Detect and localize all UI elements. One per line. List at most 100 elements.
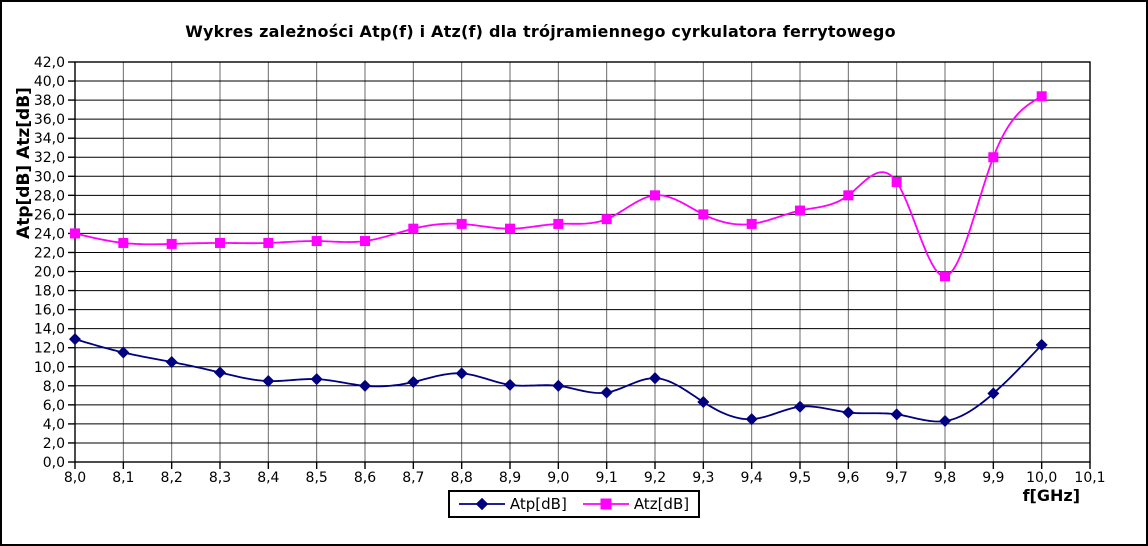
data-point-marker: [262, 375, 275, 388]
data-point-marker: [650, 190, 660, 201]
atp-series-line-marker-icon: [458, 498, 505, 510]
legend-marker-square-icon: [600, 498, 612, 510]
data-point-marker: [360, 236, 370, 247]
data-point-marker: [311, 236, 322, 247]
x-tick-label: 9,3: [692, 470, 714, 486]
atz-series-line-marker-icon: [582, 498, 629, 510]
y-tick-label: 22,0: [34, 245, 65, 261]
x-tick-label: 8,5: [306, 470, 328, 486]
x-tick-label: 8,9: [499, 470, 521, 486]
data-point-marker: [793, 400, 807, 413]
y-tick-label: 28,0: [34, 188, 65, 204]
y-tick-label: 36,0: [34, 112, 65, 128]
data-point-marker: [938, 415, 952, 428]
legend-item-atz: Atz[dB]: [582, 495, 690, 513]
y-tick-label: 38,0: [34, 93, 65, 109]
y-tick-label: 24,0: [34, 226, 65, 242]
y-tick-label: 6,0: [43, 398, 65, 414]
legend-label-atz: Atz[dB]: [633, 495, 690, 513]
x-tick-label: 10,1: [1074, 470, 1105, 486]
data-point-marker: [165, 355, 178, 369]
x-tick-label: 8,0: [64, 470, 86, 486]
y-tick-label: 0,0: [43, 455, 65, 471]
data-point-marker: [166, 238, 177, 249]
data-point-marker: [843, 190, 854, 201]
x-tick-label: 9,5: [789, 470, 811, 486]
x-tick-label: 9,0: [547, 470, 569, 486]
data-point-marker: [698, 209, 709, 220]
y-tick-label: 42,0: [34, 55, 65, 71]
data-point-marker: [70, 228, 80, 239]
data-point-marker: [600, 386, 613, 399]
data-point-marker: [505, 223, 515, 234]
x-tick-label: 9,6: [837, 470, 859, 486]
x-tick-label: 9,7: [886, 470, 908, 486]
data-point-marker: [68, 333, 82, 346]
y-tick-label: 16,0: [34, 303, 65, 319]
data-point-marker: [1036, 91, 1047, 102]
data-point-marker: [842, 406, 855, 419]
x-tick-label: 8,8: [451, 470, 473, 486]
data-point-marker: [117, 346, 130, 359]
y-tick-label: 10,0: [34, 360, 65, 376]
y-tick-label: 14,0: [34, 322, 65, 338]
data-point-marker: [358, 379, 372, 392]
data-point-marker: [456, 218, 467, 229]
x-axis-title: f[GHz]: [1022, 486, 1080, 505]
legend-marker-diamond-icon: [475, 498, 489, 510]
x-tick-label: 9,4: [741, 470, 763, 486]
data-point-marker: [940, 271, 950, 282]
data-point-marker: [455, 367, 468, 380]
data-point-marker: [745, 413, 758, 426]
data-point-marker: [648, 372, 662, 385]
data-point-marker: [408, 223, 419, 234]
legend: Atp[dB] Atz[dB]: [448, 490, 700, 518]
y-tick-label: 18,0: [34, 284, 65, 300]
chart-title: Wykres zależności Atp(f) i Atz(f) dla tr…: [185, 22, 896, 41]
y-tick-label: 26,0: [34, 207, 65, 223]
data-point-marker: [746, 218, 757, 229]
legend-label-atp: Atp[dB]: [509, 495, 567, 513]
x-tick-label: 9,9: [982, 470, 1004, 486]
x-tick-label: 9,1: [596, 470, 618, 486]
data-point-marker: [503, 378, 517, 391]
data-point-marker: [215, 237, 225, 248]
x-tick-label: 8,2: [161, 470, 183, 486]
data-point-marker: [890, 408, 903, 421]
y-tick-label: 2,0: [43, 436, 65, 452]
data-point-marker: [1035, 338, 1048, 351]
data-point-marker: [891, 177, 902, 187]
data-point-marker: [407, 375, 420, 389]
x-tick-label: 8,4: [257, 470, 279, 486]
data-point-marker: [553, 218, 564, 229]
y-tick-label: 4,0: [43, 417, 65, 433]
y-tick-label: 20,0: [34, 265, 65, 281]
x-tick-label: 8,7: [402, 470, 424, 486]
x-tick-label: 8,6: [354, 470, 376, 486]
data-point-marker: [213, 366, 227, 379]
y-tick-label: 34,0: [34, 131, 65, 147]
x-tick-label: 9,2: [644, 470, 666, 486]
data-point-marker: [987, 387, 1000, 400]
plot-frame: [74, 61, 1091, 463]
x-tick-label: 10,0: [1026, 470, 1057, 486]
y-tick-label: 8,0: [43, 379, 65, 395]
y-tick-label: 30,0: [34, 169, 65, 185]
x-tick-label: 8,1: [112, 470, 134, 486]
data-point-marker: [552, 379, 565, 392]
x-tick-label: 8,3: [209, 470, 231, 486]
y-tick-label: 32,0: [34, 150, 65, 166]
y-tick-label: 12,0: [34, 341, 65, 357]
y-axis-title: Atp[dB] Atz[dB]: [14, 87, 34, 239]
data-point-marker: [795, 205, 805, 216]
data-point-marker: [310, 373, 323, 386]
legend-item-atp: Atp[dB]: [458, 495, 567, 513]
data-point-marker: [118, 237, 129, 248]
x-tick-label: 9,8: [934, 470, 956, 486]
data-point-marker: [263, 237, 274, 248]
data-point-marker: [601, 214, 612, 225]
data-point-marker: [697, 395, 710, 409]
data-point-marker: [988, 152, 999, 163]
